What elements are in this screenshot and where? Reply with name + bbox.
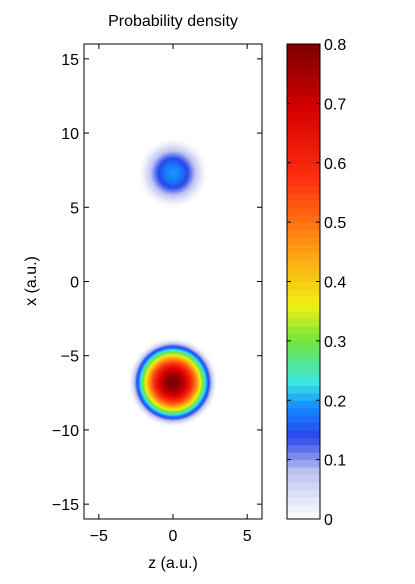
colorbar-step (287, 266, 320, 275)
x-tick-label: −5 (90, 528, 108, 545)
colorbar-step (287, 377, 320, 387)
density-blob-2 (128, 337, 218, 427)
colorbar-step (287, 192, 320, 201)
colorbar-step (287, 422, 320, 431)
colorbar-step (287, 81, 320, 90)
y-tick-label: 0 (70, 275, 79, 292)
colorbar-step (287, 340, 320, 349)
colorbar-step (287, 244, 320, 253)
colorbar-step (287, 296, 320, 305)
colorbar-step (287, 496, 320, 505)
colorbar-step (287, 489, 320, 498)
plot-background (84, 44, 262, 519)
y-tick-label: 10 (61, 126, 79, 143)
colorbar-step (287, 326, 320, 335)
x-tick-label: 5 (243, 528, 252, 545)
colorbar-step (287, 303, 320, 312)
colorbar-step (287, 474, 320, 483)
colorbar-ticks: 0 0.1 0.2 0.3 0.4 0.5 0.6 0.7 0.8 (287, 37, 346, 529)
colorbar-step (287, 162, 320, 171)
colorbar-step (287, 140, 320, 149)
colorbar-step (287, 170, 320, 179)
y-tick-label: 15 (61, 52, 79, 69)
y-tick-label: −5 (61, 349, 79, 366)
colorbar-step (287, 95, 320, 104)
colorbar-gradient (287, 44, 320, 520)
chart-title: Probability density (108, 13, 238, 30)
colorbar-step (287, 467, 320, 476)
colorbar-tick-label: 0.3 (324, 334, 346, 351)
colorbar-step (287, 355, 320, 364)
colorbar-step (287, 110, 320, 119)
colorbar-step (287, 311, 320, 320)
colorbar-tick-label: 0.4 (324, 275, 346, 292)
colorbar-step (287, 392, 320, 401)
y-tick-label: 5 (70, 200, 79, 217)
colorbar-tick-label: 0.6 (324, 156, 346, 173)
colorbar-step (287, 333, 320, 342)
colorbar-step (287, 103, 320, 112)
density-blob-1 (138, 139, 208, 208)
colorbar-step (287, 58, 320, 67)
colorbar-step (287, 44, 320, 53)
colorbar-step (287, 385, 320, 394)
colorbar-tick-label: 0.2 (324, 393, 346, 410)
colorbar-step (287, 207, 320, 216)
colorbar-step (287, 259, 320, 268)
colorbar-step (287, 318, 320, 327)
colorbar-step (287, 452, 320, 461)
y-axis-label: x (a.u.) (23, 256, 40, 306)
colorbar: 0 0.1 0.2 0.3 0.4 0.5 0.6 0.7 0.8 (286, 37, 346, 529)
colorbar-step (287, 222, 320, 231)
colorbar-step (287, 73, 320, 82)
colorbar-step (287, 185, 320, 194)
colorbar-step (287, 444, 320, 453)
colorbar-step (287, 118, 320, 127)
colorbar-step (287, 288, 320, 297)
colorbar-step (287, 415, 320, 424)
colorbar-tick-label: 0 (324, 512, 333, 529)
colorbar-step (287, 481, 320, 490)
colorbar-step (287, 363, 320, 372)
colorbar-step (287, 88, 320, 97)
colorbar-step (287, 274, 320, 283)
colorbar-step (287, 236, 320, 245)
x-ticks: −5 0 5 (90, 44, 252, 545)
colorbar-step (287, 400, 320, 409)
colorbar-step (287, 437, 320, 446)
density-ring (172, 172, 174, 174)
colorbar-step (287, 66, 320, 75)
colorbar-step (287, 348, 320, 357)
colorbar-step (287, 155, 320, 164)
x-tick-label: 0 (169, 528, 178, 545)
y-ticks: −15 −10 −5 0 5 10 15 (52, 52, 262, 514)
plot-area: −5 0 5 −15 −10 −5 0 5 10 15 (52, 43, 263, 545)
colorbar-step (287, 281, 320, 290)
colorbar-step (287, 511, 320, 520)
x-axis-label: z (a.u.) (148, 555, 198, 572)
colorbar-step (287, 429, 320, 438)
colorbar-step (287, 251, 320, 260)
heatmap-layer (128, 139, 218, 427)
colorbar-step (287, 125, 320, 134)
colorbar-tick-label: 0.8 (324, 37, 346, 54)
colorbar-step (287, 370, 320, 379)
colorbar-tick-label: 0.7 (324, 96, 346, 113)
colorbar-step (287, 407, 320, 416)
colorbar-step (287, 199, 320, 208)
density-ring (172, 381, 174, 384)
colorbar-tick-label: 0.5 (324, 215, 346, 232)
colorbar-step (287, 147, 320, 156)
y-tick-label: −15 (52, 497, 79, 514)
colorbar-step (287, 51, 320, 60)
colorbar-step (287, 459, 320, 468)
y-tick-label: −10 (52, 423, 79, 440)
colorbar-step (287, 504, 320, 513)
colorbar-step (287, 133, 320, 142)
colorbar-step (287, 214, 320, 223)
colorbar-step (287, 177, 320, 186)
colorbar-tick-label: 0.1 (324, 453, 346, 470)
colorbar-step (287, 229, 320, 238)
